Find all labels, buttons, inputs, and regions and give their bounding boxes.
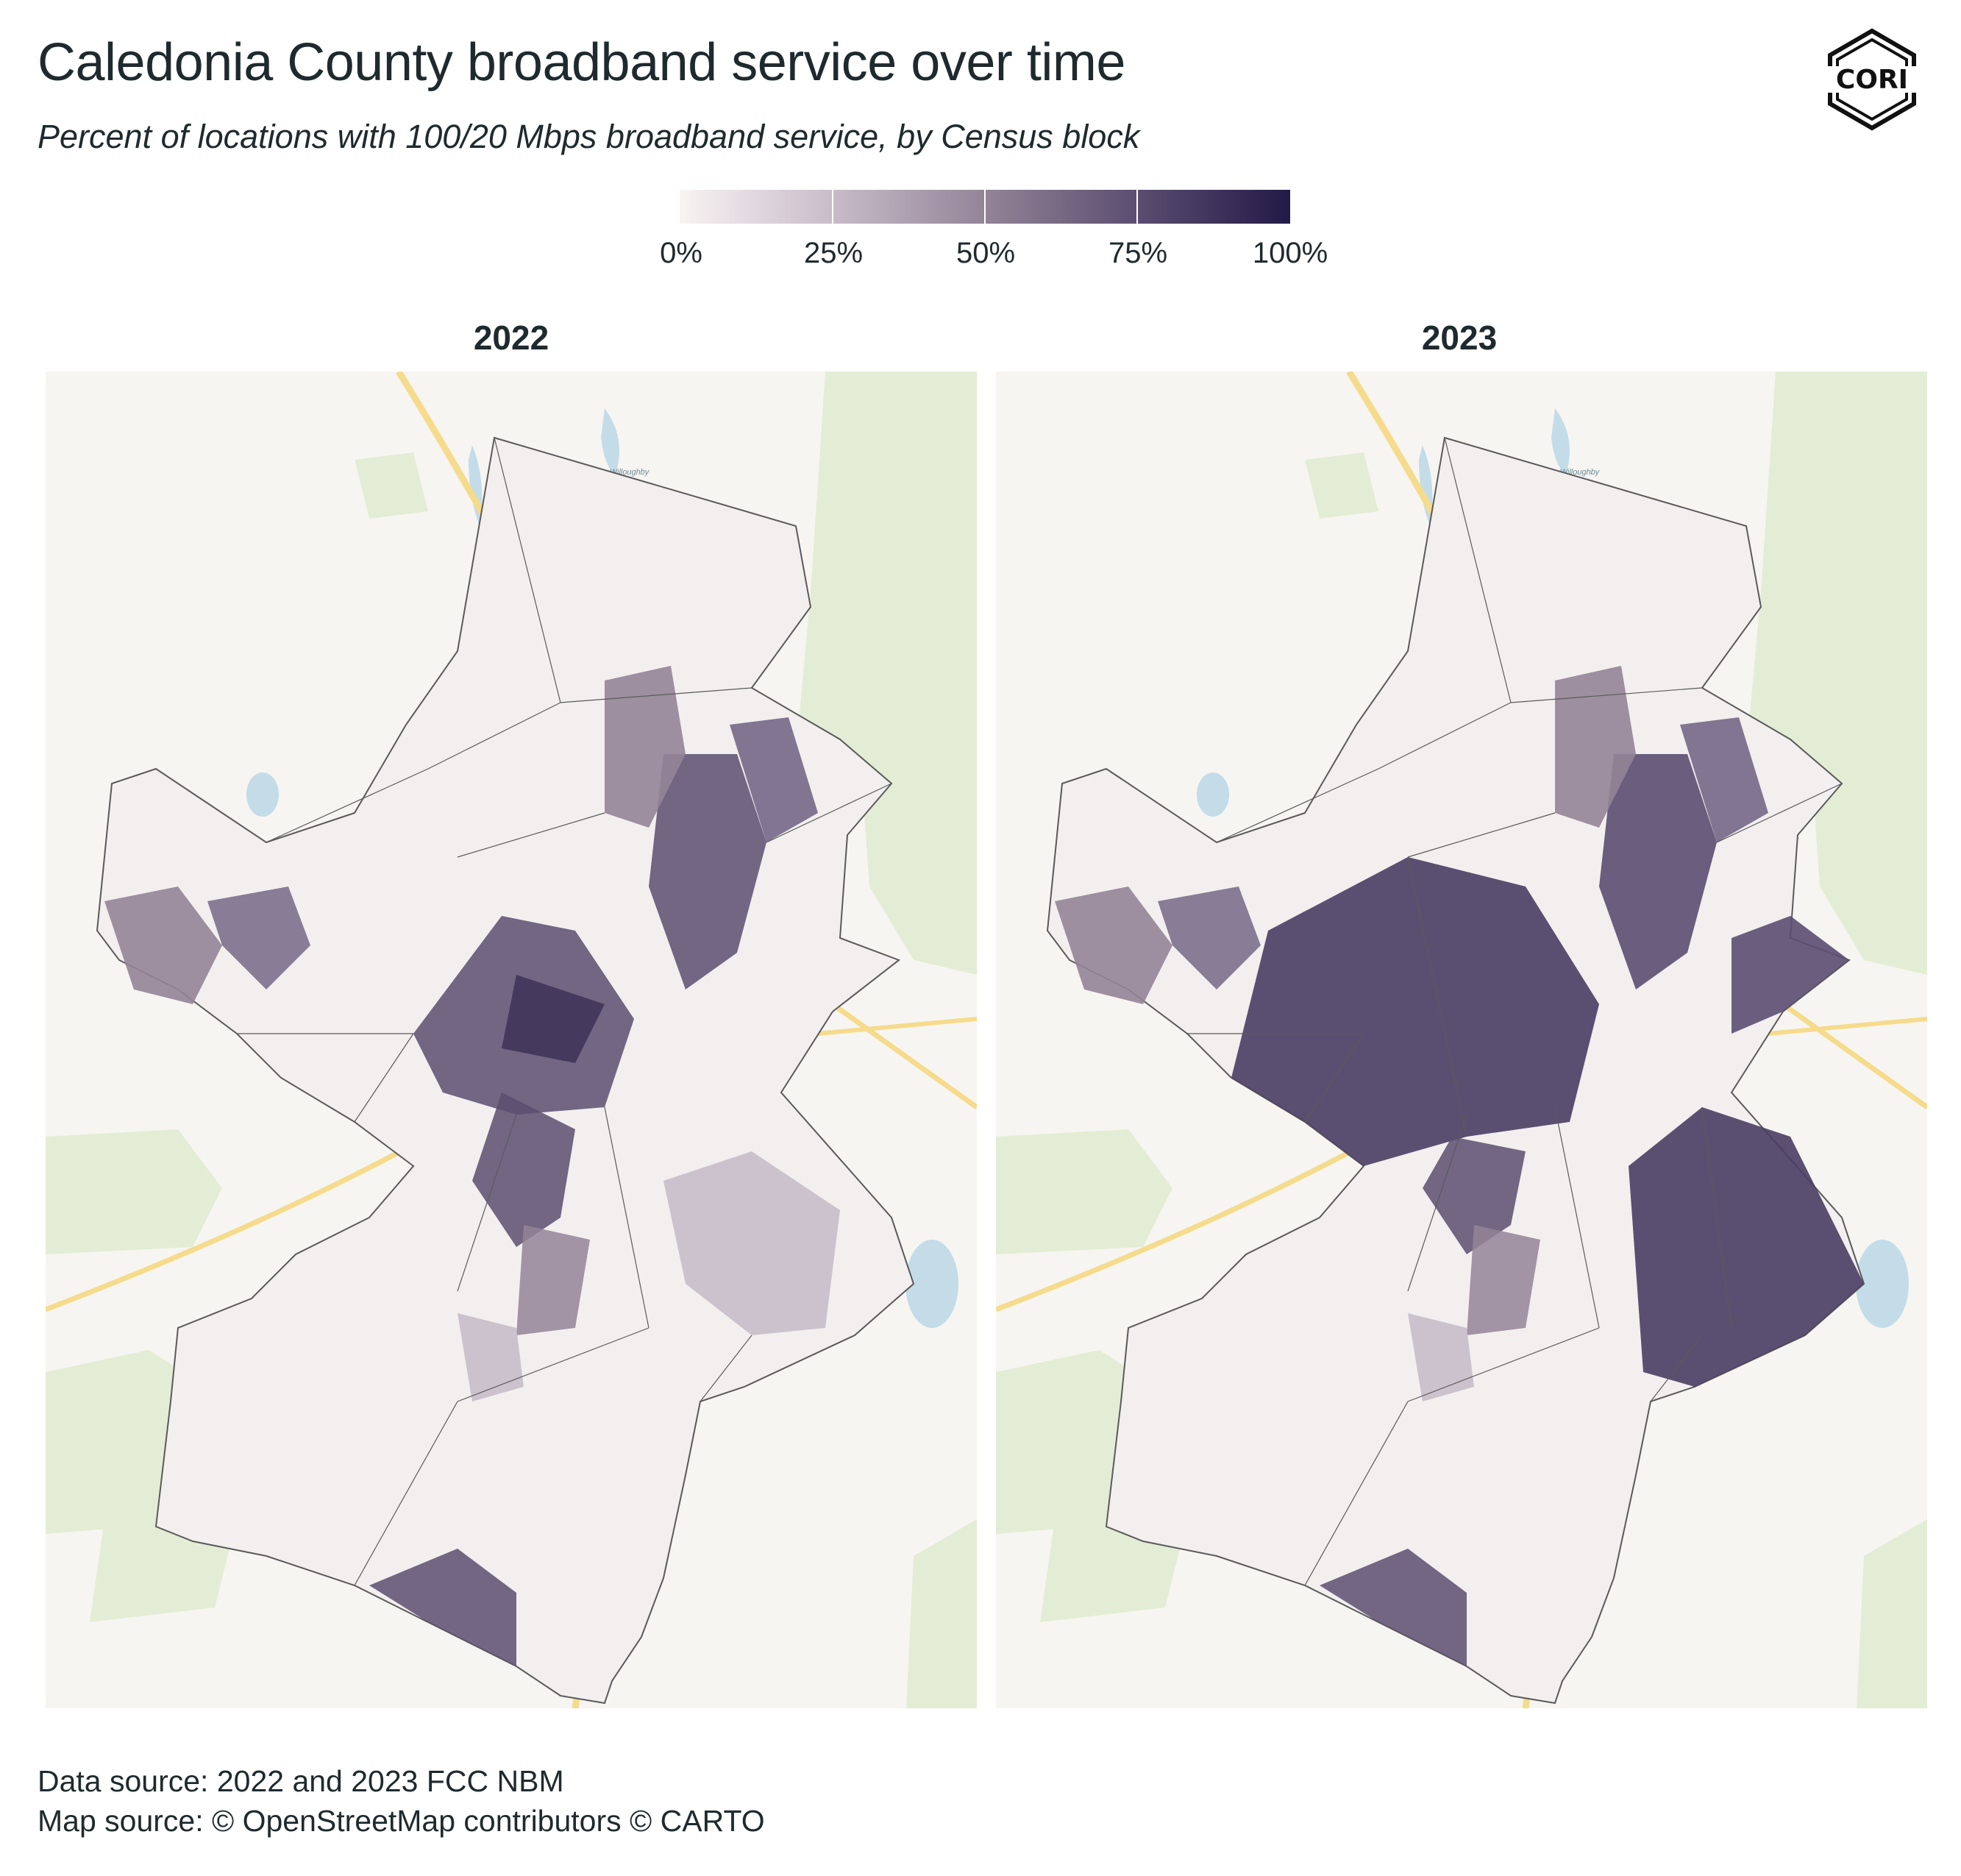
legend-label-25: 25% [803,237,864,269]
legend-label-100: 100% [1252,237,1328,269]
legend-label-75: 75% [1108,237,1168,269]
legend-tick-75 [1136,190,1138,224]
data-source-caption: Data source: 2022 and 2023 FCC NBM [38,1764,564,1798]
map-panel-2023: Lake Willoughby [996,372,1927,1708]
panel-title-2022: 2022 [473,319,549,357]
color-legend [680,190,1290,224]
cori-logo: CORI [1821,28,1923,131]
map-source-caption: Map source: © OpenStreetMap contributors… [38,1804,765,1838]
panel-title-2023: 2023 [1421,319,1498,357]
map-2022: Lake Willoughby [46,372,977,1708]
legend-tick-25 [832,190,833,224]
legend-label-50: 50% [955,237,1016,269]
logo-text: CORI [1836,65,1908,95]
legend-tick-50 [984,190,986,224]
map-subtitle: Percent of locations with 100/20 Mbps br… [38,118,1140,155]
legend-label-0: 0% [660,237,702,269]
map-2023: Lake Willoughby [996,372,1927,1708]
map-title: Caledonia County broadband service over … [38,33,1125,92]
map-panel-2022: Lake Willoughby [46,372,977,1708]
